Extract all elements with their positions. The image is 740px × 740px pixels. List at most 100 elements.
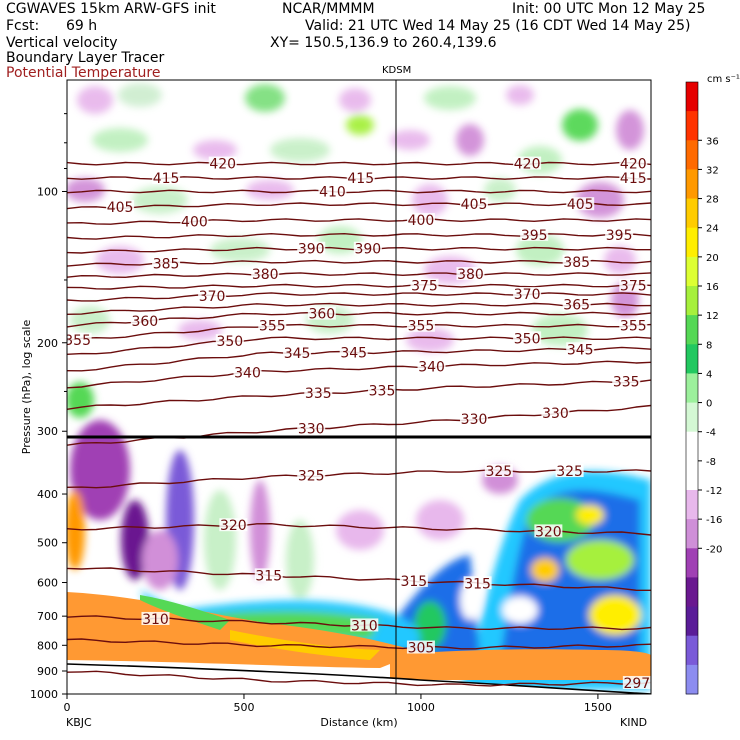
x-axis: 0 500 1000 1500 <box>64 694 612 714</box>
vv-blob <box>132 186 188 214</box>
theta-label-bg <box>463 576 492 590</box>
x-endpoint-right: KIND <box>620 716 647 729</box>
theta-label: 345 <box>340 345 367 361</box>
vv-blob <box>96 246 144 274</box>
colorbar-tick-label: 20 <box>706 253 719 264</box>
theta-line-370 <box>67 292 651 302</box>
theta-label: 360 <box>308 307 335 323</box>
theta-label-bg <box>297 241 326 255</box>
theta-label-bg <box>562 297 591 311</box>
vv-blob <box>178 320 222 340</box>
colorbar-tick-label: -20 <box>706 544 722 555</box>
theta-line-297 <box>67 670 651 687</box>
theta-line-315 <box>67 567 651 591</box>
theta-label-bg <box>152 170 181 184</box>
theta-label-bg <box>141 611 170 625</box>
theta-label: 375 <box>411 279 438 295</box>
theta-label: 405 <box>567 197 594 213</box>
theta-line-410 <box>67 189 651 194</box>
theta-label: 385 <box>153 256 180 272</box>
bl-tracer-orange <box>390 649 651 680</box>
theta-label-bg <box>417 359 446 373</box>
theta-line-305 <box>67 638 651 650</box>
colorbar-swatch <box>686 169 698 199</box>
theta-label-bg <box>304 386 333 400</box>
theta-label: 305 <box>408 641 435 657</box>
colorbar-swatch <box>686 315 698 345</box>
theta-label-bg <box>346 170 375 184</box>
colorbar-tick-label: 16 <box>706 282 719 293</box>
theta-label: 365 <box>563 298 590 314</box>
theta-label: 390 <box>354 242 381 258</box>
y-tick-label: 600 <box>37 577 58 590</box>
vv-blob <box>412 184 448 216</box>
theta-label: 325 <box>298 468 325 484</box>
theta-label-bg <box>541 406 570 420</box>
theta-line-355 <box>67 323 651 342</box>
theta-label-bg <box>297 421 326 435</box>
y-axis: 100 200 300 400 500 600 700 800 900 1000 <box>30 113 67 701</box>
theta-line-395 <box>67 232 651 240</box>
theta-label-bg <box>619 278 648 292</box>
colorbar-swatch <box>686 606 698 637</box>
theta-label-bg <box>297 468 326 482</box>
vv-blob <box>246 180 294 200</box>
y-tick-label: 200 <box>37 337 58 350</box>
y-tick-label: 800 <box>37 639 58 652</box>
y-tick-label: 400 <box>37 488 58 501</box>
theta-label: 415 <box>153 171 180 187</box>
colorbar-tick-label: -8 <box>706 457 716 468</box>
colorbar-swatch <box>686 373 698 403</box>
theta-label-bg <box>562 254 591 268</box>
theta-label: 330 <box>461 412 488 428</box>
xy-range: XY= 150.5,136.9 to 260.4,139.6 <box>270 35 497 51</box>
theta-label: 335 <box>369 383 396 399</box>
theta-label-bg <box>67 332 92 346</box>
theta-line-375 <box>67 283 651 290</box>
colorbar-tick-label: 12 <box>706 311 719 322</box>
theta-label-bg <box>513 287 542 301</box>
y-tick-label: 1000 <box>30 688 58 701</box>
theta-label-bg <box>619 156 648 170</box>
vv-blob <box>77 86 113 114</box>
colorbar-tick-label: -16 <box>706 515 722 526</box>
init-time: Init: 00 UTC Mon 12 May 25 <box>512 1 706 17</box>
theta-label-bg <box>534 524 563 538</box>
theta-label-bg <box>353 241 382 255</box>
vv-blob <box>210 238 270 262</box>
theta-label-bg <box>251 267 280 281</box>
theta-label-bg <box>208 156 237 170</box>
theta-label-bg <box>399 573 428 587</box>
theta-label-bg <box>622 675 651 689</box>
y-tick-label: 700 <box>37 610 58 623</box>
field-potential-temp: Potential Temperature <box>6 65 161 81</box>
theta-label-bg <box>605 227 634 241</box>
y-axis-title: Pressure (hPa), log scale <box>20 320 33 455</box>
theta-label: 325 <box>556 464 583 480</box>
theta-label-bg <box>215 334 244 348</box>
theta-label: 350 <box>216 334 243 350</box>
theta-label-bg <box>350 618 379 632</box>
center-label: NCAR/MMMM <box>282 1 375 17</box>
x-tick-label: 500 <box>233 701 254 714</box>
colorbar-swatch <box>686 402 698 433</box>
theta-label-bg <box>368 383 397 397</box>
vv-blob <box>506 85 534 105</box>
vv-blob <box>604 246 636 274</box>
vv-blob <box>250 480 270 580</box>
theta-line-420 <box>67 161 651 166</box>
y-tick-label: 900 <box>37 665 58 678</box>
vv-blob <box>245 84 285 112</box>
vv-blob <box>286 520 314 600</box>
theta-label: 370 <box>514 287 541 303</box>
theta-label: 335 <box>305 386 332 402</box>
theta-line-360 <box>67 311 651 328</box>
theta-line-380 <box>67 272 651 279</box>
theta-label: 330 <box>542 406 569 422</box>
colorbar-tick-label: 28 <box>706 195 719 206</box>
x-axis-title: Distance (km) <box>320 716 397 729</box>
field-vertical-velocity: Vertical velocity <box>6 35 118 51</box>
colorbar-swatch <box>686 227 698 258</box>
theta-label: 355 <box>64 333 91 349</box>
